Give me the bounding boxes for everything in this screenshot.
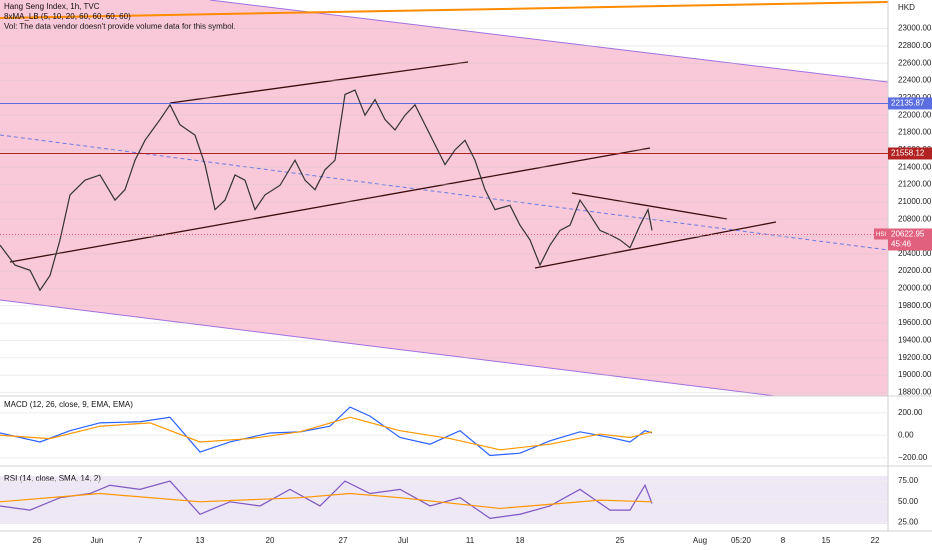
level-label: 22135.87 — [891, 99, 925, 108]
chart-title: Hang Seng Index, 1h, TVC — [4, 2, 100, 11]
y-tick-label: 20400.00 — [898, 249, 932, 258]
y-tick-label: 19000.00 — [898, 370, 932, 379]
trend-orange — [0, 1, 889, 19]
y-tick-label: 21800.00 — [898, 128, 932, 137]
y-tick-label: 18800.00 — [898, 388, 932, 397]
channel-top — [209, 0, 889, 83]
x-tick-label: 8 — [781, 536, 786, 545]
series-line — [0, 480, 653, 520]
y-tick-label: 0.00 — [898, 430, 914, 439]
y-tick-label: 25.00 — [898, 518, 919, 527]
series-line — [0, 89, 653, 292]
level-tag — [888, 97, 932, 110]
y-tick-label: 19800.00 — [898, 301, 932, 310]
rsi-title: RSI (14, close, SMA, 14, 2) — [4, 474, 101, 483]
y-tick-label: 23000.00 — [898, 24, 932, 33]
y-tick-label: 19200.00 — [898, 353, 932, 362]
y-tick-label: 20000.00 — [898, 284, 932, 293]
x-tick-label: 05:20 — [731, 536, 752, 545]
x-tick-label: Jun — [91, 536, 104, 545]
trend-line — [169, 61, 469, 104]
trend-line — [534, 221, 777, 269]
series-line — [0, 492, 653, 510]
y-tick-label: 19400.00 — [898, 336, 932, 345]
indicator-title: 8xMA_LB (5, 10, 20, 60, 60, 60, 60) — [4, 12, 131, 21]
volume-note: Vol: The data vendor doesn't provide vol… — [4, 22, 236, 31]
macd-title: MACD (12, 26, close, 9, EMA, EMA) — [4, 400, 133, 409]
y-tick-label: 21200.00 — [898, 180, 932, 189]
y-tick-label: 22000.00 — [898, 110, 932, 119]
series-line — [0, 416, 653, 451]
trend-line — [9, 147, 651, 263]
x-tick-label: 26 — [33, 536, 42, 545]
channel — [0, 0, 888, 396]
x-tick-label: 7 — [138, 536, 143, 545]
x-tick-label: 22 — [871, 536, 880, 545]
symbol-tag — [874, 228, 888, 240]
x-tick-label: 20 — [266, 536, 275, 545]
symbol-label: HSI — [876, 232, 886, 238]
level-label: 21558.12 — [891, 149, 925, 158]
last-tag — [888, 228, 932, 251]
last-label: 20622.95 — [891, 230, 925, 239]
y-tick-label: 19600.00 — [898, 318, 932, 327]
x-tick-label: 11 — [466, 536, 475, 545]
x-tick-label: 13 — [196, 536, 205, 545]
x-tick-label: 15 — [822, 536, 831, 545]
trend-line — [571, 192, 728, 220]
currency: HKD — [898, 3, 915, 12]
x-tick-label: Jul — [398, 536, 408, 545]
y-tick-label: 22800.00 — [898, 41, 932, 50]
y-tick-label: 21000.00 — [898, 197, 932, 206]
y-tick-label: 21400.00 — [898, 162, 932, 171]
y-tick-label: 22400.00 — [898, 76, 932, 85]
y-tick-label: 20800.00 — [898, 214, 932, 223]
x-tick-label: 18 — [516, 536, 525, 545]
y-tick-label: 22600.00 — [898, 58, 932, 67]
countdown: 45:46 — [891, 240, 912, 249]
y-tick-label: 20200.00 — [898, 266, 932, 275]
channel-bottom — [0, 299, 776, 397]
rsi-band — [0, 476, 888, 524]
y-tick-label: 75.00 — [898, 476, 919, 485]
y-tick-label: 200.00 — [898, 408, 923, 417]
level-tag — [888, 147, 932, 160]
y-tick-label: −200.00 — [898, 453, 928, 462]
series-line — [0, 406, 653, 457]
channel-mid — [0, 134, 889, 251]
y-tick-label: 50.00 — [898, 497, 919, 506]
x-tick-label: 25 — [616, 536, 625, 545]
x-tick-label: 27 — [339, 536, 348, 545]
x-tick-label: Aug — [693, 536, 707, 545]
